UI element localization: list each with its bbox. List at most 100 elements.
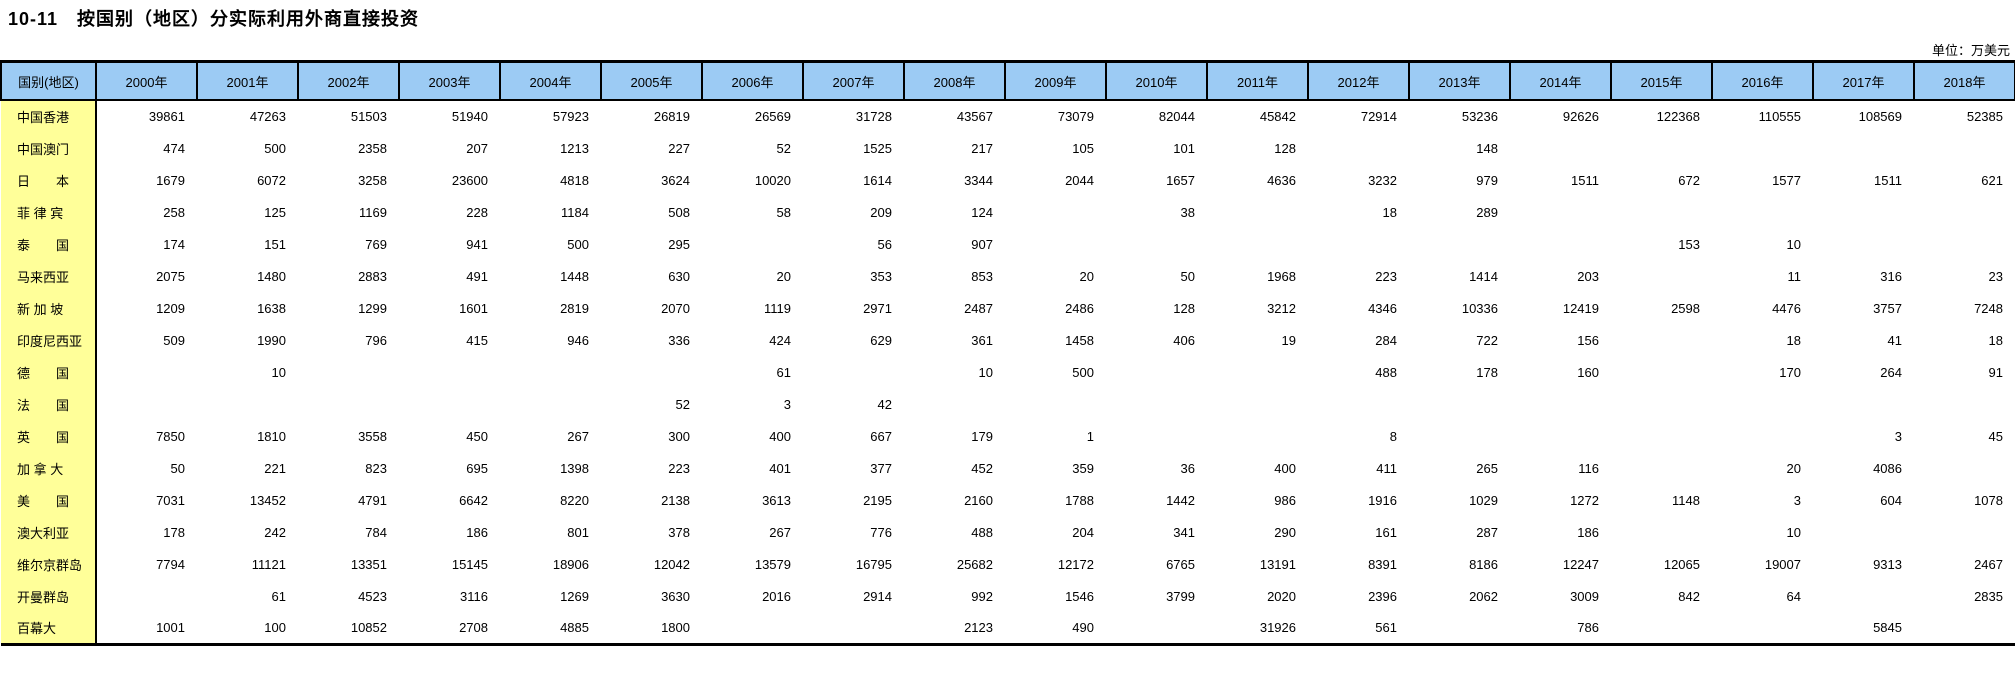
value-cell: 1148 xyxy=(1611,484,1712,516)
value-cell xyxy=(1510,388,1611,420)
value-cell: 178 xyxy=(1409,356,1510,388)
value-cell: 2016 xyxy=(702,580,803,612)
value-cell xyxy=(1611,324,1712,356)
value-cell: 10852 xyxy=(298,612,399,644)
value-cell xyxy=(1106,228,1207,260)
value-cell: 6642 xyxy=(399,484,500,516)
value-cell: 1800 xyxy=(601,612,702,644)
value-cell: 3258 xyxy=(298,164,399,196)
value-cell xyxy=(1005,196,1106,228)
value-cell: 630 xyxy=(601,260,702,292)
value-cell xyxy=(500,356,601,388)
value-cell xyxy=(1712,196,1813,228)
table-row: 百幕大 1001 100 10852 2708 4885 1800 2123 490 31926 5… xyxy=(1,612,2015,644)
value-cell: 160 xyxy=(1510,356,1611,388)
value-cell: 1184 xyxy=(500,196,601,228)
value-cell xyxy=(1813,580,1914,612)
table-row: 马来西亚 2075 1480 2883 491 1448 630 20 353 853 20 50 19… xyxy=(1,260,2015,292)
value-cell: 209 xyxy=(803,196,904,228)
value-cell: 7850 xyxy=(96,420,197,452)
value-cell: 1448 xyxy=(500,260,601,292)
value-cell: 13351 xyxy=(298,548,399,580)
value-cell: 267 xyxy=(702,516,803,548)
value-cell: 8220 xyxy=(500,484,601,516)
value-cell: 2070 xyxy=(601,292,702,324)
value-cell: 47263 xyxy=(197,100,298,132)
value-cell: 3 xyxy=(702,388,803,420)
value-cell: 2138 xyxy=(601,484,702,516)
value-cell: 488 xyxy=(1308,356,1409,388)
value-cell: 2044 xyxy=(1005,164,1106,196)
value-cell xyxy=(1611,132,1712,164)
table-row: 法 国 52 3 42 xyxy=(1,388,2015,420)
year-header-cell: 2013年 xyxy=(1408,61,1511,101)
value-cell xyxy=(1914,388,2015,420)
value-cell: 8391 xyxy=(1308,548,1409,580)
value-cell: 174 xyxy=(96,228,197,260)
value-cell: 223 xyxy=(1308,260,1409,292)
value-cell: 1213 xyxy=(500,132,601,164)
value-cell: 629 xyxy=(803,324,904,356)
value-cell xyxy=(1308,132,1409,164)
value-cell: 31728 xyxy=(803,100,904,132)
value-cell: 474 xyxy=(96,132,197,164)
table-body: 中国香港 39861 47263 51503 51940 57923 26819 26569 3… xyxy=(1,100,2015,644)
value-cell: 3 xyxy=(1813,420,1914,452)
table-row: 开曼群岛 61 4523 3116 1269 3630 2016 2914 992 1546 379… xyxy=(1,580,2015,612)
value-cell: 946 xyxy=(500,324,601,356)
country-label-cell: 百幕大 xyxy=(1,612,97,644)
value-cell: 43567 xyxy=(904,100,1005,132)
value-cell: 8 xyxy=(1308,420,1409,452)
value-cell: 242 xyxy=(197,516,298,548)
value-cell: 39861 xyxy=(96,100,197,132)
value-cell xyxy=(1611,516,1712,548)
country-label-cell: 印度尼西亚 xyxy=(1,324,97,356)
value-cell xyxy=(96,388,197,420)
year-header-cell: 2004年 xyxy=(499,61,602,101)
value-cell: 979 xyxy=(1409,164,1510,196)
value-cell xyxy=(1207,228,1308,260)
value-cell: 5845 xyxy=(1813,612,1914,644)
value-cell: 769 xyxy=(298,228,399,260)
value-cell: 7248 xyxy=(1914,292,2015,324)
table-row: 中国澳门 474 500 2358 207 1213 227 52 1525 217 105 101 1… xyxy=(1,132,2015,164)
value-cell: 153 xyxy=(1611,228,1712,260)
value-cell: 9313 xyxy=(1813,548,1914,580)
value-cell: 361 xyxy=(904,324,1005,356)
year-header-cell: 2002年 xyxy=(297,61,400,101)
value-cell: 2835 xyxy=(1914,580,2015,612)
value-cell: 2708 xyxy=(399,612,500,644)
value-cell xyxy=(1914,196,2015,228)
value-cell: 1679 xyxy=(96,164,197,196)
value-cell: 128 xyxy=(1106,292,1207,324)
value-cell: 359 xyxy=(1005,452,1106,484)
table-row: 德 国 10 61 10 500 488 178 160 170 264 91 xyxy=(1,356,2015,388)
value-cell: 16795 xyxy=(803,548,904,580)
value-cell: 1511 xyxy=(1510,164,1611,196)
value-cell: 401 xyxy=(702,452,803,484)
value-cell: 10 xyxy=(197,356,298,388)
value-cell: 42 xyxy=(803,388,904,420)
value-cell: 51940 xyxy=(399,100,500,132)
value-cell: 1480 xyxy=(197,260,298,292)
value-cell: 1398 xyxy=(500,452,601,484)
value-cell: 156 xyxy=(1510,324,1611,356)
value-cell xyxy=(500,388,601,420)
value-cell: 151 xyxy=(197,228,298,260)
value-cell xyxy=(1005,228,1106,260)
value-cell: 377 xyxy=(803,452,904,484)
value-cell: 10 xyxy=(904,356,1005,388)
value-cell: 406 xyxy=(1106,324,1207,356)
value-cell: 186 xyxy=(399,516,500,548)
year-header-cell: 2009年 xyxy=(1004,61,1107,101)
value-cell xyxy=(298,356,399,388)
value-cell: 3613 xyxy=(702,484,803,516)
value-cell: 290 xyxy=(1207,516,1308,548)
value-cell xyxy=(1813,228,1914,260)
value-cell xyxy=(1813,516,1914,548)
value-cell: 20 xyxy=(1005,260,1106,292)
table-row: 美 国 7031 13452 4791 6642 8220 2138 3613 2195 2160… xyxy=(1,484,2015,516)
value-cell: 941 xyxy=(399,228,500,260)
value-cell: 217 xyxy=(904,132,1005,164)
value-cell: 128 xyxy=(1207,132,1308,164)
